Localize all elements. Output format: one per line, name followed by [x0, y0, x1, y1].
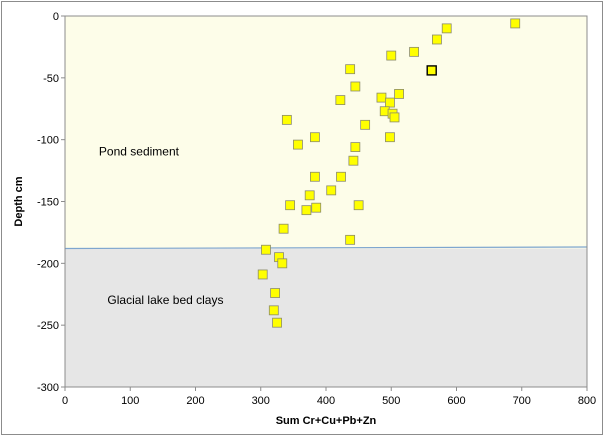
data-point: [301, 205, 312, 216]
axes-layer: 0 100 200 300 400 500 600 700 800 0 -50 -100 -150 -20…: [37, 11, 596, 407]
data-point: [360, 119, 371, 130]
x-tick-label: 700: [513, 395, 531, 407]
data-point: [278, 223, 289, 234]
y-tick-label: -200: [37, 258, 59, 270]
x-tick-label: 300: [252, 395, 270, 407]
data-point: [277, 258, 288, 269]
x-tick-label: 100: [121, 395, 139, 407]
data-point: [409, 46, 419, 57]
x-tick-label: 0: [62, 395, 68, 407]
y-tick-label: -50: [43, 73, 59, 85]
data-point: [293, 139, 303, 150]
data-point: [389, 112, 400, 123]
data-point: [350, 142, 361, 152]
region-label-1: Glacial lake bed clays: [107, 293, 223, 307]
data-point: [348, 155, 359, 166]
x-tick-label: 200: [186, 395, 204, 407]
data-point: [432, 34, 442, 45]
data-point: [376, 92, 387, 103]
data-point: [311, 202, 322, 213]
region-band-0: [65, 16, 587, 249]
data-point: [326, 185, 337, 196]
x-tick-label: 800: [578, 395, 596, 407]
labels-layer: Pond sediment Glacial lake bed clays: [99, 145, 224, 307]
x-axis-title: Sum Cr+Cu+Pb+Zn: [276, 415, 377, 427]
y-tick-label: -300: [37, 382, 59, 394]
data-point: [394, 89, 404, 99]
data-point: [270, 288, 281, 298]
data-point: [385, 132, 395, 143]
data-point: [386, 50, 397, 61]
y-tick-label: -100: [37, 135, 59, 147]
data-point: [510, 18, 521, 29]
data-point: [426, 65, 437, 76]
data-point: [268, 305, 279, 316]
data-point: [285, 200, 296, 211]
data-point: [350, 81, 361, 92]
boundary-line: [64, 246, 588, 250]
data-point: [335, 95, 346, 105]
x-tick-label: 400: [317, 395, 335, 407]
data-point: [281, 114, 292, 125]
data-point: [304, 190, 315, 201]
region-label-0: Pond sediment: [99, 145, 180, 159]
data-point: [345, 64, 356, 75]
y-tick-label: -150: [37, 197, 59, 209]
data-point: [257, 269, 268, 280]
region-band-1: [65, 248, 587, 387]
data-point: [310, 132, 320, 143]
x-tick-label: 500: [382, 395, 400, 407]
y-axis-title: Depth cm: [13, 176, 25, 226]
y-tick-label: 0: [53, 11, 59, 23]
regions-layer: [65, 16, 587, 387]
x-tick-label: 600: [447, 395, 465, 407]
data-point: [336, 171, 346, 182]
data-point: [310, 171, 320, 182]
data-point: [345, 234, 356, 245]
data-point: [272, 317, 282, 328]
data-point: [441, 23, 452, 34]
y-tick-label: -250: [37, 320, 59, 332]
data-point: [353, 200, 364, 211]
data-point: [261, 244, 271, 255]
points-layer: [257, 18, 521, 328]
data-point: [385, 97, 395, 108]
